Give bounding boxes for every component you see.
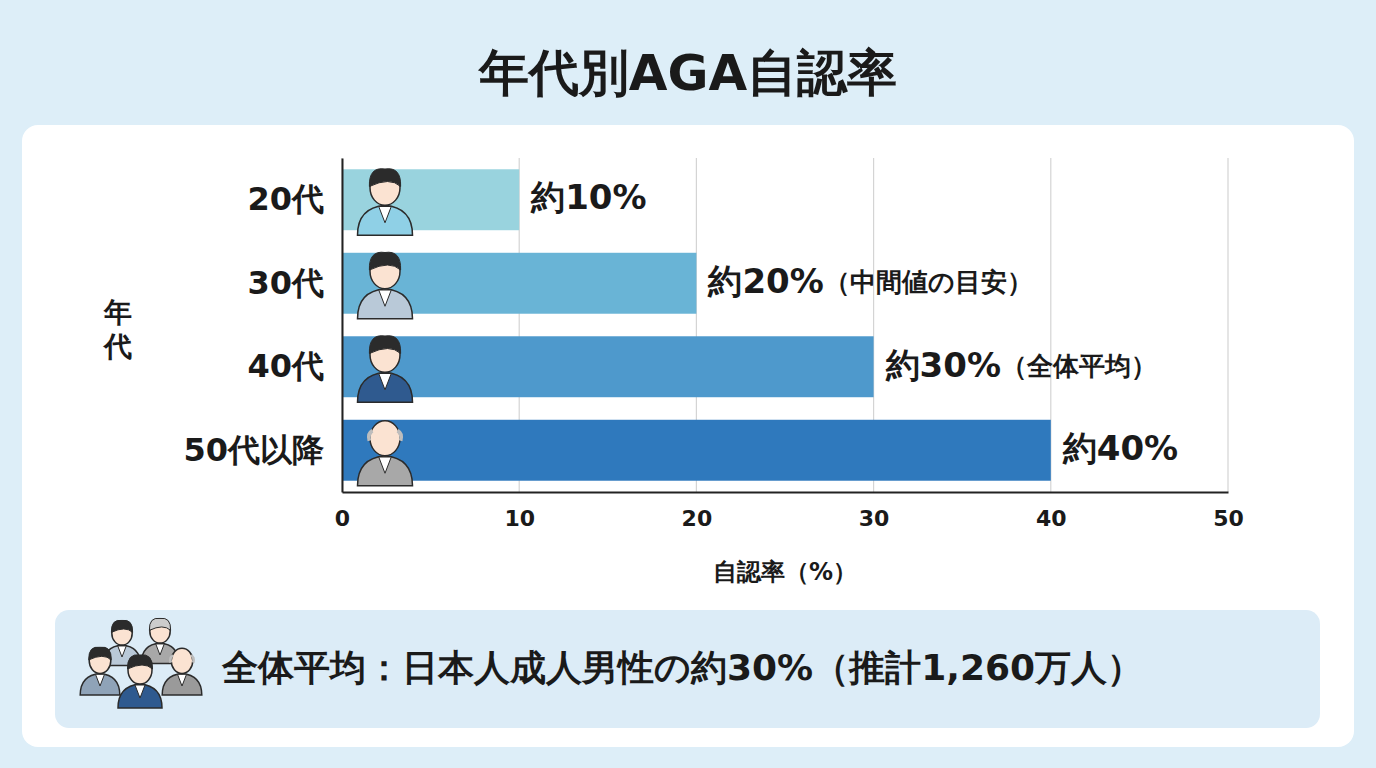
x-tick-label: 40 (1036, 506, 1067, 531)
footer-icons (80, 618, 202, 708)
data-label: 約40% (1062, 428, 1178, 468)
footer: 全体平均：日本人成人男性の約30%（推計1,260万人） (55, 610, 1320, 728)
person-icon (358, 421, 413, 486)
category-label: 20代 (247, 180, 324, 218)
x-tick: 20 (682, 492, 713, 531)
y-tick: 30代 (247, 263, 342, 301)
data-label: 約30%（全体平均） (885, 344, 1157, 384)
y-axis-title: 年代 (102, 296, 132, 363)
category-label: 40代 (247, 347, 324, 385)
x-tick-label: 30 (859, 506, 890, 531)
x-tick: 10 (504, 492, 535, 531)
grid (342, 158, 1228, 492)
x-tick-label: 20 (682, 506, 713, 531)
data-labels: 約10% 約20%（中間値の目安） 約30%（全体平均） 約40% (530, 177, 1178, 468)
grid-line (341, 158, 342, 492)
x-tick-label: 50 (1213, 506, 1244, 531)
y-tick: 50代以降 (183, 430, 342, 468)
person-icon (118, 655, 162, 708)
title: 年代別AGA自認率 (477, 44, 897, 102)
bar (342, 336, 874, 397)
person-icon (358, 169, 413, 236)
x-axis: 0 10 20 30 40 50 (335, 492, 1244, 531)
x-tick: 30 (859, 492, 890, 531)
data-label: 約10% (530, 177, 646, 217)
chart: 年代別AGA自認率 0 10 20 30 40 50 20代 30代 40代 50代以降自認率（%）… (0, 0, 1376, 768)
person-icon (358, 336, 413, 403)
footer-box (55, 610, 1320, 728)
x-tick: 50 (1213, 492, 1244, 531)
x-tick: 40 (1036, 492, 1067, 531)
person-icon (80, 647, 120, 695)
y-tick: 20代 (247, 180, 342, 218)
x-tick-label: 10 (504, 506, 535, 531)
y-axis-line (342, 159, 344, 493)
y-tick: 40代 (247, 347, 342, 385)
person-icon (358, 252, 413, 319)
background (0, 0, 1376, 768)
annotation: 全体平均：日本人成人男性の約30%（推計1,260万人） (221, 647, 1143, 688)
bar (342, 420, 1051, 481)
bar-icons (358, 169, 413, 486)
category-label: 50代以降 (183, 430, 324, 468)
data-label: 約20%（中間値の目安） (707, 261, 1032, 301)
y-axis: 20代 30代 40代 50代以降 (183, 159, 342, 493)
x-axis-title: 自認率（%） (713, 558, 857, 586)
panel (22, 125, 1354, 747)
grid-line (1227, 158, 1228, 492)
x-tick: 0 (335, 492, 350, 531)
x-tick-label: 0 (335, 506, 350, 531)
person-icon (162, 648, 202, 695)
bars (342, 169, 1051, 480)
category-label: 30代 (247, 263, 324, 301)
x-axis-line (343, 492, 1229, 494)
